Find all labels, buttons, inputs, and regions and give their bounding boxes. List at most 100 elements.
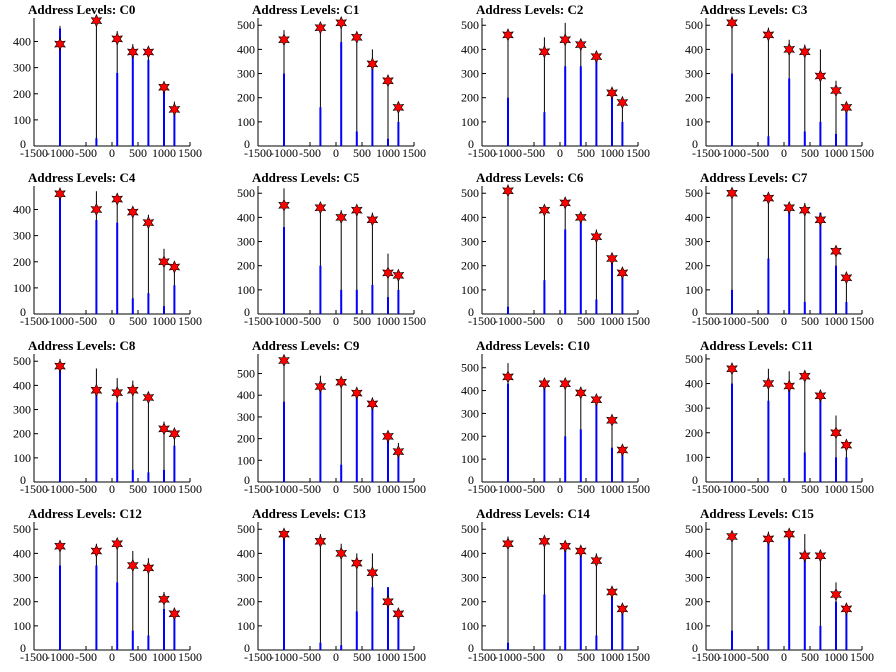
y-tick-label: 200 (13, 595, 31, 609)
star-marker (616, 602, 629, 616)
x-tick-label: -1000 (270, 482, 298, 496)
x-tick-label: 500 (801, 482, 819, 496)
x-tick-label: 500 (353, 482, 371, 496)
star-marker (590, 229, 603, 244)
y-tick-label: 400 (13, 203, 31, 217)
y-tick-label: 100 (461, 115, 479, 129)
x-tick-label: 0 (109, 650, 115, 664)
y-tick-label: 100 (461, 283, 479, 297)
chart-svg: Address Levels: C91002003004005000-1500-… (237, 338, 426, 496)
y-tick-label: 500 (685, 186, 703, 200)
y-tick-label: 300 (237, 571, 255, 585)
star-marker (726, 362, 738, 376)
star-marker (382, 266, 394, 280)
y-tick-label: 500 (237, 18, 255, 32)
y-tick-label: 300 (685, 235, 703, 249)
x-tick-label: -1500 (468, 146, 496, 160)
x-tick-label: -1500 (692, 314, 720, 328)
x-tick-label: 0 (781, 482, 787, 496)
x-tick-label: -500 (299, 482, 321, 496)
star-marker (142, 561, 155, 575)
star-marker (54, 539, 66, 553)
star-marker (126, 383, 139, 397)
x-tick-label: 1000 (600, 146, 624, 160)
x-tick-label: 500 (801, 146, 819, 160)
chart-svg: Address Levels: C111002003004005000-1500… (685, 338, 874, 496)
y-tick-label: 100 (13, 113, 31, 127)
y-tick-label: 200 (461, 429, 479, 443)
y-tick-label: 400 (237, 210, 255, 224)
x-tick-label: 1500 (178, 146, 202, 160)
star-marker (350, 30, 363, 45)
x-tick-label: -1500 (244, 650, 272, 664)
x-tick-label: 0 (333, 482, 339, 496)
chart-panel-3: Address Levels: C3 100 200 300 400 500 0 -1500-… (672, 0, 896, 168)
x-tick-label: -1500 (20, 314, 48, 328)
chart-svg: Address Levels: C151002003004005000-1500… (685, 506, 874, 664)
x-tick-label: 1500 (626, 146, 650, 160)
y-tick-label: 300 (13, 571, 31, 585)
y-tick-label: 200 (685, 595, 703, 609)
y-tick-label: 400 (685, 42, 703, 56)
star-marker (278, 198, 290, 213)
chart-panel-7: Address Levels: C7 100 200 300 400 500 0 -1500-… (672, 168, 896, 336)
y-tick-label: 100 (237, 115, 255, 129)
y-tick-label: 0 (468, 305, 474, 319)
star-marker (814, 389, 827, 403)
x-tick-label: -500 (523, 314, 545, 328)
chart-svg: Address Levels: C141002003004005000-1500… (461, 506, 650, 664)
x-tick-label: -1000 (718, 482, 746, 496)
star-marker (392, 268, 405, 283)
star-marker (840, 271, 853, 285)
y-tick-label: 500 (461, 522, 479, 536)
x-tick-label: -1500 (468, 314, 496, 328)
x-tick-label: 1000 (152, 482, 176, 496)
chart-svg: Address Levels: C81002003004005000-1500-… (13, 338, 202, 496)
star-marker (158, 592, 170, 607)
x-tick-label: 1000 (376, 482, 400, 496)
x-tick-label: -1000 (494, 146, 522, 160)
star-marker (616, 443, 629, 457)
x-tick-label: 1000 (376, 146, 400, 160)
x-tick-label: 1000 (824, 650, 848, 664)
x-tick-label: -1000 (270, 314, 298, 328)
star-marker (606, 251, 618, 266)
star-marker (126, 558, 139, 573)
chart-panel-9: Address Levels: C9 100 200 300 400 500 0 -1500-… (224, 336, 448, 504)
y-tick-label: 100 (685, 283, 703, 297)
star-marker (366, 57, 379, 71)
x-tick-label: -1500 (692, 482, 720, 496)
x-tick-label: -500 (75, 146, 97, 160)
y-tick-label: 400 (461, 210, 479, 224)
x-tick-label: -1500 (244, 314, 272, 328)
y-tick-label: 200 (237, 432, 255, 446)
star-marker (142, 215, 155, 230)
y-tick-label: 100 (13, 619, 31, 633)
star-marker (90, 544, 103, 558)
chart-panel-15: Address Levels: C15 100 200 300 400 500 0 -1500… (672, 504, 896, 672)
x-tick-label: -1000 (270, 146, 298, 160)
y-tick-label: 400 (13, 546, 31, 560)
star-marker (278, 353, 290, 368)
x-tick-label: 0 (557, 482, 563, 496)
y-tick-label: 200 (461, 91, 479, 105)
star-marker (168, 607, 181, 621)
star-marker (538, 534, 551, 549)
star-marker (726, 529, 738, 544)
y-tick-label: 0 (244, 137, 250, 151)
x-tick-label: -1000 (46, 650, 74, 664)
x-tick-label: -500 (299, 146, 321, 160)
chart-title: Address Levels: C6 (476, 170, 584, 185)
x-tick-label: -1500 (20, 482, 48, 496)
x-tick-label: 0 (333, 146, 339, 160)
star-marker (392, 100, 405, 115)
star-marker (335, 546, 348, 561)
star-marker (726, 16, 738, 30)
star-marker (762, 376, 775, 391)
y-tick-label: 400 (685, 546, 703, 560)
y-tick-label: 300 (461, 235, 479, 249)
star-marker (783, 200, 796, 215)
star-marker (335, 210, 348, 225)
star-marker (90, 13, 103, 28)
chart-svg: Address Levels: C71002003004005000-1500-… (685, 170, 874, 328)
